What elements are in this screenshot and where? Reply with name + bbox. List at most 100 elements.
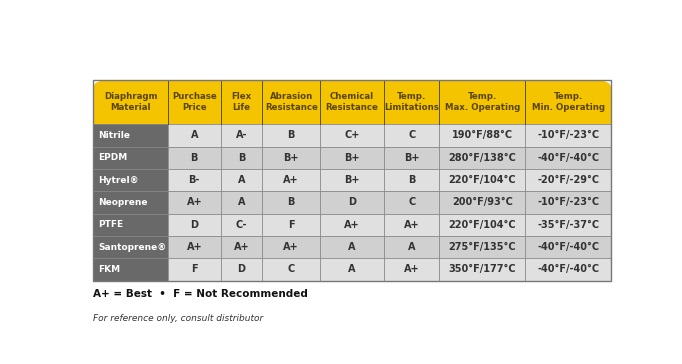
- Bar: [220, 147, 262, 169]
- Text: -35°F/-37°C: -35°F/-37°C: [537, 220, 599, 230]
- Text: A: A: [349, 264, 356, 274]
- Text: Nitrile: Nitrile: [98, 131, 130, 140]
- Text: C-: C-: [235, 220, 247, 230]
- Text: Santoprene®: Santoprene®: [98, 242, 166, 252]
- Bar: [439, 258, 525, 281]
- Bar: [525, 258, 611, 281]
- Bar: [220, 191, 262, 214]
- Bar: [93, 191, 168, 214]
- Bar: [384, 258, 439, 281]
- FancyBboxPatch shape: [93, 80, 611, 124]
- Text: A+: A+: [404, 264, 419, 274]
- Text: B: B: [288, 197, 295, 207]
- Text: Temp.
Limitations: Temp. Limitations: [384, 92, 439, 112]
- Bar: [525, 191, 611, 214]
- Bar: [93, 102, 611, 124]
- Text: -40°F/-40°C: -40°F/-40°C: [537, 153, 599, 163]
- Bar: [220, 258, 262, 281]
- Bar: [384, 124, 439, 147]
- Text: C: C: [288, 264, 295, 274]
- Text: A+: A+: [233, 242, 249, 252]
- Bar: [168, 236, 220, 258]
- Bar: [262, 236, 321, 258]
- Text: B: B: [238, 153, 245, 163]
- Text: A+: A+: [284, 242, 299, 252]
- Text: A+: A+: [284, 175, 299, 185]
- Text: Diaphragm
Material: Diaphragm Material: [104, 92, 158, 112]
- Bar: [220, 214, 262, 236]
- Bar: [220, 169, 262, 191]
- Text: B+: B+: [344, 153, 360, 163]
- Bar: [262, 124, 321, 147]
- Text: Chemical
Resistance: Chemical Resistance: [326, 92, 379, 112]
- Text: B+: B+: [344, 175, 360, 185]
- Bar: [93, 124, 168, 147]
- Bar: [168, 147, 220, 169]
- Bar: [321, 258, 384, 281]
- Bar: [439, 236, 525, 258]
- Bar: [262, 147, 321, 169]
- Bar: [525, 124, 611, 147]
- Text: Abrasion
Resistance: Abrasion Resistance: [265, 92, 318, 112]
- Text: -40°F/-40°C: -40°F/-40°C: [537, 242, 599, 252]
- Text: A: A: [408, 242, 415, 252]
- Bar: [262, 191, 321, 214]
- Text: 220°F/104°C: 220°F/104°C: [449, 175, 516, 185]
- Text: B: B: [190, 153, 198, 163]
- Bar: [321, 169, 384, 191]
- Text: 280°F/138°C: 280°F/138°C: [449, 153, 516, 163]
- Text: C+: C+: [344, 130, 360, 141]
- Text: D: D: [349, 197, 356, 207]
- Text: F: F: [191, 264, 198, 274]
- Text: Temp.
Min. Operating: Temp. Min. Operating: [532, 92, 605, 112]
- Bar: [525, 236, 611, 258]
- Bar: [439, 191, 525, 214]
- Text: FKM: FKM: [98, 265, 121, 274]
- Text: A+: A+: [404, 220, 419, 230]
- Bar: [439, 169, 525, 191]
- Bar: [262, 169, 321, 191]
- Bar: [168, 214, 220, 236]
- Bar: [384, 214, 439, 236]
- Text: A: A: [190, 130, 198, 141]
- Bar: [321, 236, 384, 258]
- Bar: [168, 258, 220, 281]
- Bar: [262, 258, 321, 281]
- Text: 220°F/104°C: 220°F/104°C: [449, 220, 516, 230]
- Text: A: A: [237, 197, 245, 207]
- Text: -10°F/-23°C: -10°F/-23°C: [537, 130, 599, 141]
- Bar: [93, 147, 168, 169]
- Text: 275°F/135°C: 275°F/135°C: [449, 242, 516, 252]
- Text: PTFE: PTFE: [98, 220, 123, 229]
- Text: C: C: [408, 197, 415, 207]
- Text: Neoprene: Neoprene: [98, 198, 148, 207]
- Bar: [525, 147, 611, 169]
- Text: -10°F/-23°C: -10°F/-23°C: [537, 197, 599, 207]
- Text: A: A: [349, 242, 356, 252]
- Bar: [384, 169, 439, 191]
- Bar: [321, 124, 384, 147]
- Text: 200°F/93°C: 200°F/93°C: [452, 197, 513, 207]
- Bar: [168, 124, 220, 147]
- Text: Flex
Life: Flex Life: [231, 92, 252, 112]
- Text: A+ = Best  •  F = Not Recommended: A+ = Best • F = Not Recommended: [93, 289, 308, 299]
- Text: B: B: [408, 175, 415, 185]
- Bar: [93, 236, 168, 258]
- Bar: [439, 214, 525, 236]
- Bar: [321, 147, 384, 169]
- Bar: [321, 214, 384, 236]
- Bar: [168, 169, 220, 191]
- Text: 350°F/177°C: 350°F/177°C: [449, 264, 516, 274]
- Bar: [384, 191, 439, 214]
- Text: Temp.
Max. Operating: Temp. Max. Operating: [445, 92, 520, 112]
- Text: Hytrel®: Hytrel®: [98, 175, 139, 185]
- Bar: [384, 236, 439, 258]
- Text: A: A: [237, 175, 245, 185]
- Text: D: D: [190, 220, 198, 230]
- Bar: [384, 147, 439, 169]
- Text: A-: A-: [235, 130, 247, 141]
- Text: F: F: [288, 220, 295, 230]
- Text: B+: B+: [284, 153, 299, 163]
- Text: A+: A+: [344, 220, 360, 230]
- Bar: [93, 214, 168, 236]
